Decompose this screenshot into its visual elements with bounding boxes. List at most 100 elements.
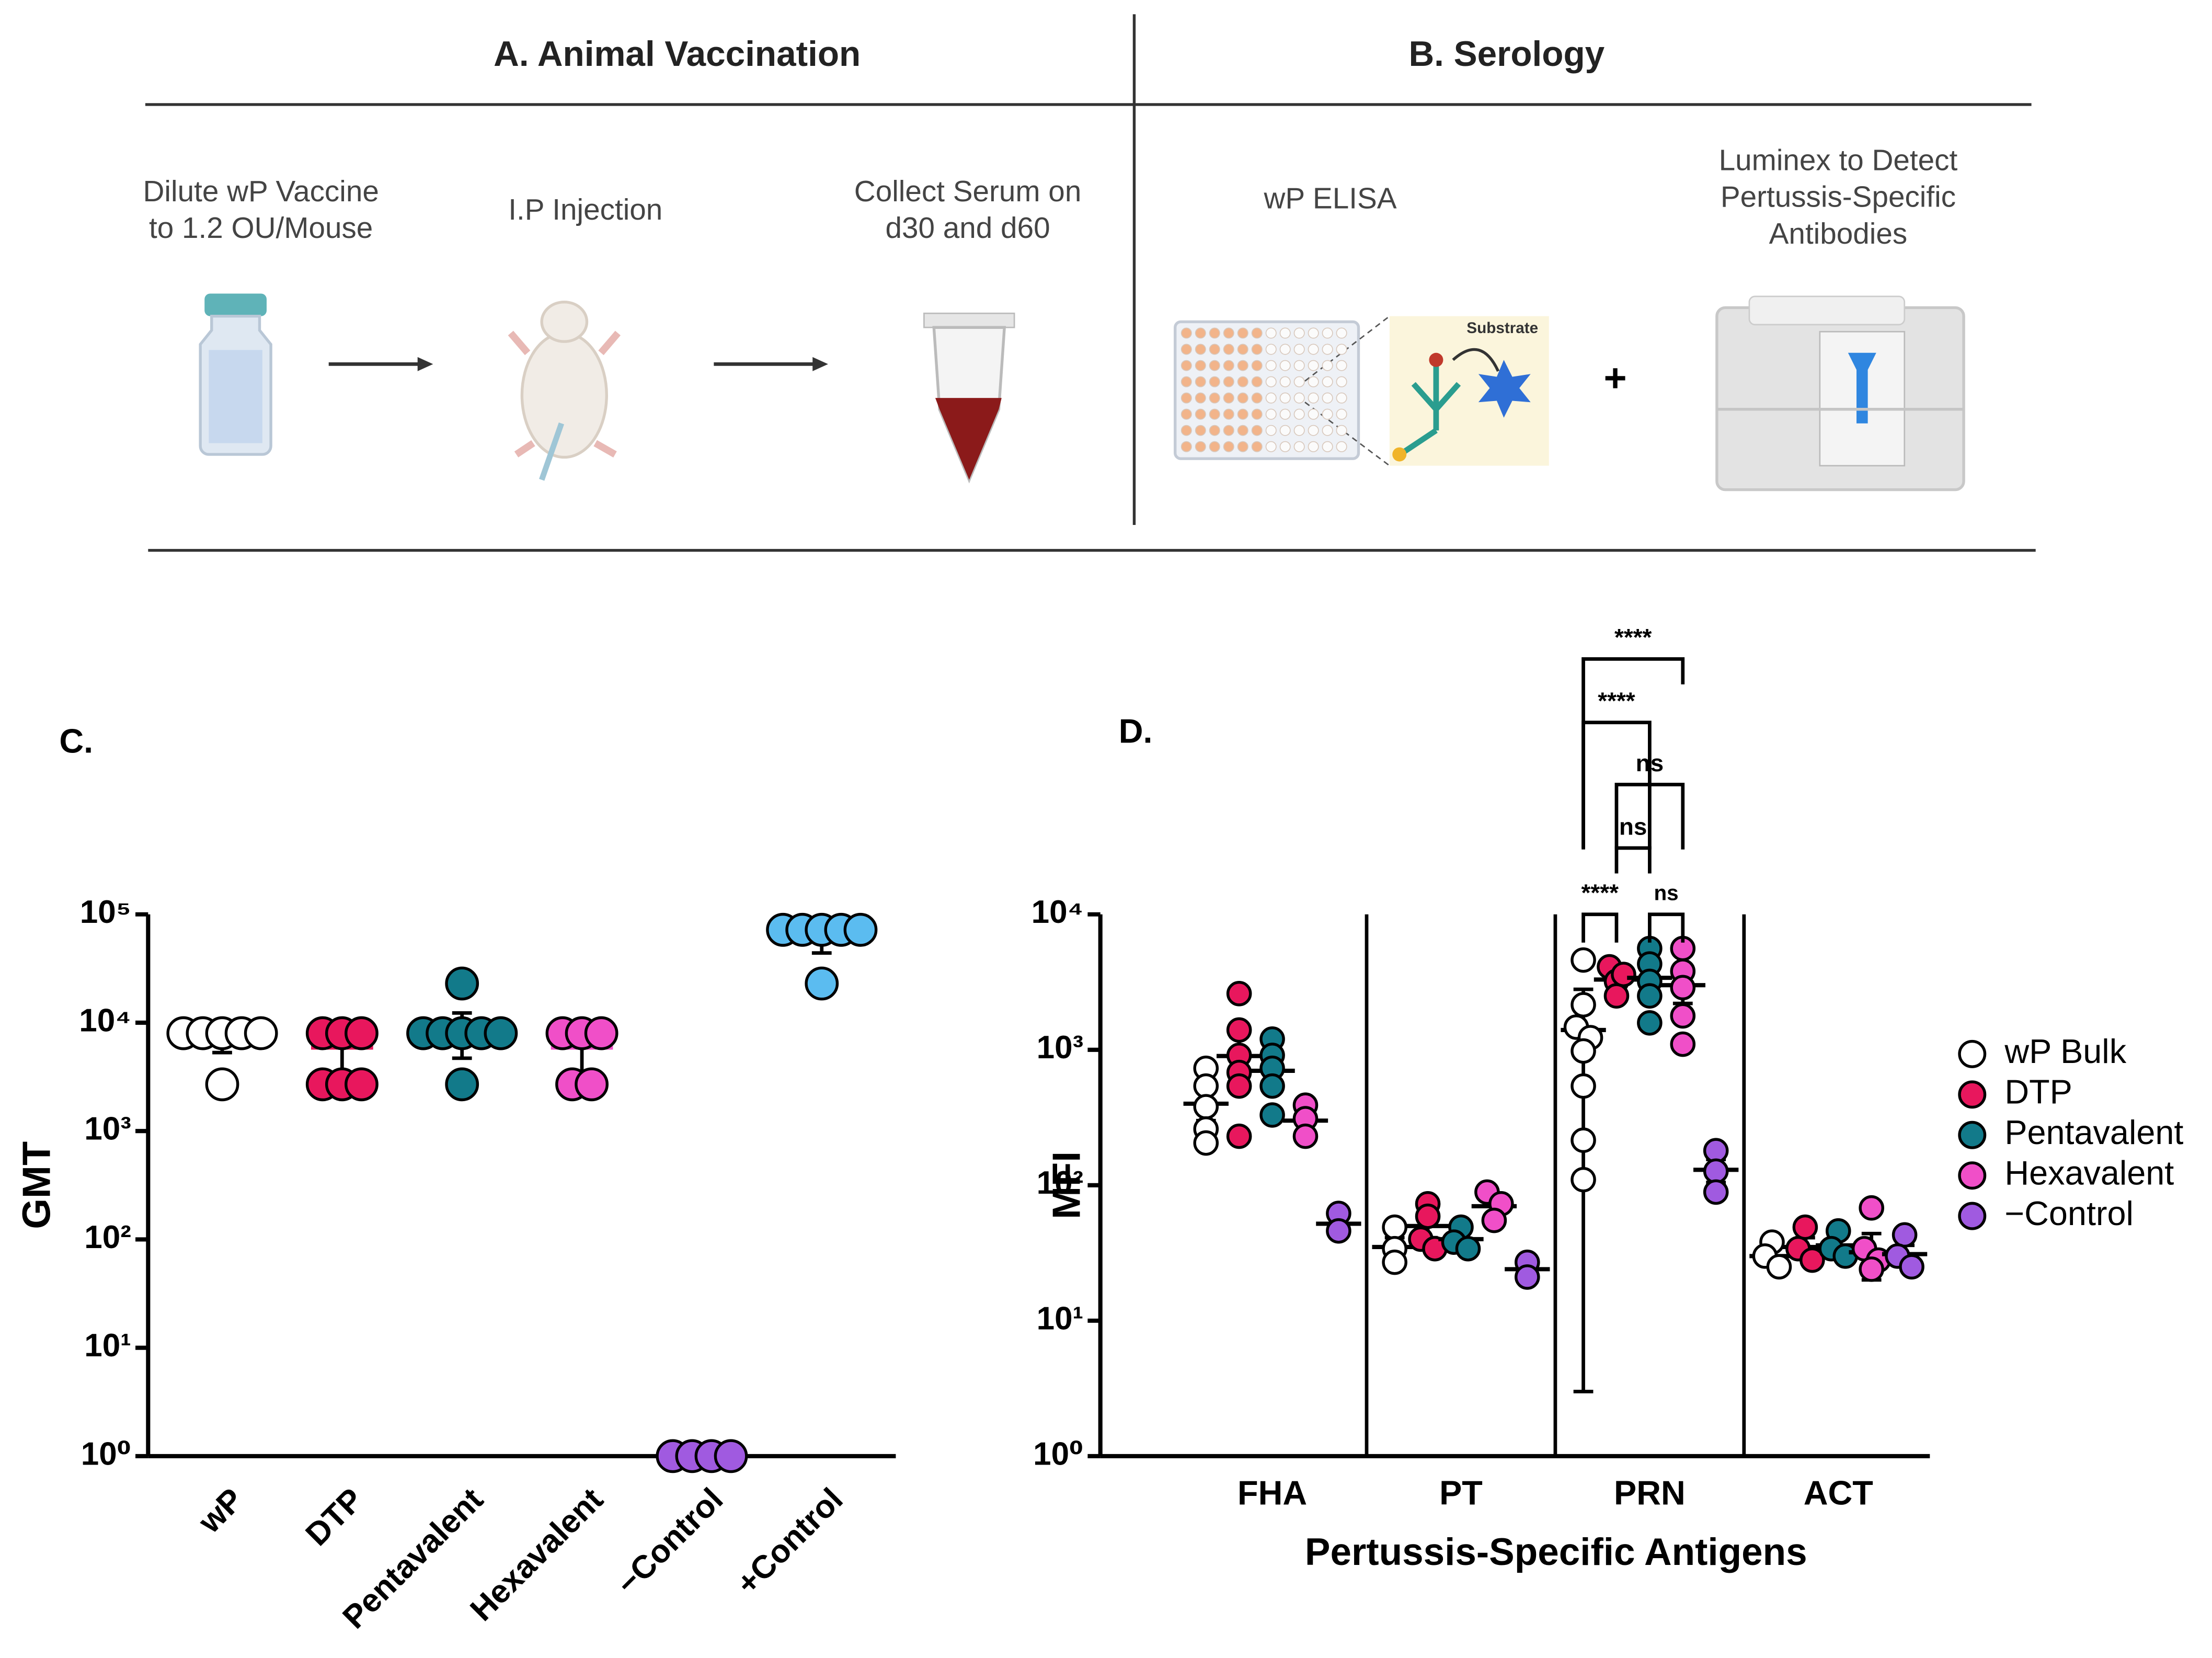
well bbox=[1251, 441, 1263, 452]
well bbox=[1336, 392, 1347, 404]
step-text: I.P Injection bbox=[508, 193, 662, 226]
well bbox=[1293, 425, 1305, 436]
y-tick-label: 10³ bbox=[84, 1111, 131, 1147]
data-point bbox=[1792, 1214, 1818, 1240]
data-point bbox=[1481, 1207, 1507, 1233]
well bbox=[1209, 408, 1220, 420]
reaction-arrow bbox=[1452, 348, 1500, 372]
data-point bbox=[1637, 983, 1663, 1009]
well bbox=[1293, 441, 1305, 452]
data-point bbox=[805, 966, 839, 1001]
well bbox=[1293, 376, 1305, 387]
well bbox=[1237, 425, 1248, 436]
data-point bbox=[1382, 1249, 1407, 1275]
well bbox=[1181, 408, 1192, 420]
well bbox=[1251, 392, 1263, 404]
well bbox=[1181, 327, 1192, 339]
well bbox=[1209, 441, 1220, 452]
x-tick-label: FHA bbox=[1237, 1474, 1307, 1512]
x-tick-label: DTP bbox=[299, 1481, 371, 1553]
y-tick-label: 10⁴ bbox=[79, 1002, 131, 1038]
well bbox=[1279, 327, 1291, 339]
well bbox=[1195, 392, 1206, 404]
data-point bbox=[714, 1439, 748, 1473]
well bbox=[1181, 425, 1192, 436]
data-point bbox=[1571, 1127, 1596, 1153]
x-tick-label: ACT bbox=[1804, 1474, 1873, 1512]
data-point bbox=[1226, 1017, 1252, 1043]
step-text: Antibodies bbox=[1769, 218, 1908, 250]
well bbox=[1322, 344, 1333, 355]
y-tick-label: 10¹ bbox=[1037, 1300, 1084, 1336]
luminex-icon bbox=[1715, 295, 1965, 491]
data-point bbox=[205, 1067, 239, 1102]
data-point bbox=[244, 1016, 278, 1050]
vial-liquid bbox=[209, 350, 262, 443]
syringe bbox=[539, 422, 565, 481]
well bbox=[1308, 360, 1319, 371]
data-point bbox=[584, 1016, 618, 1050]
instrument-top bbox=[1748, 295, 1906, 326]
well bbox=[1251, 327, 1263, 339]
well bbox=[1293, 360, 1305, 371]
y-tick-label: 10⁴ bbox=[1031, 894, 1084, 930]
well bbox=[1181, 376, 1192, 387]
instrument-window bbox=[1848, 352, 1876, 424]
x-axis-label: Pertussis-Specific Antigens bbox=[1305, 1531, 1807, 1573]
mouse-limb bbox=[514, 440, 535, 458]
data-point bbox=[1259, 1073, 1285, 1099]
well bbox=[1322, 441, 1333, 452]
significance-bracket bbox=[1614, 846, 1652, 874]
data-point bbox=[575, 1067, 609, 1102]
data-point bbox=[1571, 1167, 1596, 1193]
well bbox=[1293, 344, 1305, 355]
well bbox=[1308, 344, 1319, 355]
well bbox=[1293, 392, 1305, 404]
significance-bracket bbox=[1648, 912, 1685, 943]
data-point bbox=[1603, 983, 1630, 1009]
plus-sign: + bbox=[1604, 357, 1627, 401]
well bbox=[1279, 392, 1291, 404]
well bbox=[1336, 425, 1347, 436]
well bbox=[1237, 408, 1248, 420]
well bbox=[1251, 425, 1263, 436]
well bbox=[1237, 376, 1248, 387]
zoom-line bbox=[1304, 315, 1390, 382]
data-point bbox=[1226, 981, 1252, 1007]
antibody bbox=[1401, 360, 1461, 455]
plate-frame bbox=[1174, 320, 1360, 460]
well bbox=[1336, 408, 1347, 420]
well bbox=[1209, 376, 1220, 387]
panel-label: C. bbox=[59, 722, 93, 760]
well bbox=[1279, 425, 1291, 436]
data-point bbox=[1571, 992, 1596, 1017]
step-text: to 1.2 OU/Mouse bbox=[149, 212, 373, 245]
well bbox=[1308, 425, 1319, 436]
well bbox=[1265, 408, 1277, 420]
significance-label: **** bbox=[1581, 879, 1619, 906]
well bbox=[1265, 376, 1277, 387]
step-text: Dilute wP Vaccine bbox=[143, 175, 379, 208]
step-text: Collect Serum on bbox=[854, 175, 1082, 208]
well bbox=[1279, 344, 1291, 355]
legend-label: wP Bulk bbox=[2004, 1032, 2126, 1070]
legend-label: Hexavalent bbox=[2004, 1153, 2174, 1192]
data-point bbox=[445, 966, 479, 1001]
significance-bracket bbox=[1581, 912, 1619, 943]
significance-label: ns bbox=[1654, 881, 1678, 905]
well bbox=[1308, 408, 1319, 420]
data-point bbox=[345, 1067, 379, 1102]
data-point bbox=[1670, 975, 1696, 1001]
data-point bbox=[843, 912, 878, 947]
data-point bbox=[1259, 1102, 1285, 1128]
well bbox=[1195, 425, 1206, 436]
data-point bbox=[1226, 1123, 1252, 1149]
well bbox=[1251, 408, 1263, 420]
mouse-limb bbox=[598, 330, 621, 356]
y-tick-label: 10¹ bbox=[84, 1328, 131, 1364]
data-point bbox=[1193, 1094, 1219, 1119]
well bbox=[1293, 327, 1305, 339]
legend-swatch bbox=[1958, 1080, 1987, 1109]
data-point bbox=[1292, 1123, 1319, 1149]
y-axis-label: MFI bbox=[1045, 1151, 1088, 1219]
